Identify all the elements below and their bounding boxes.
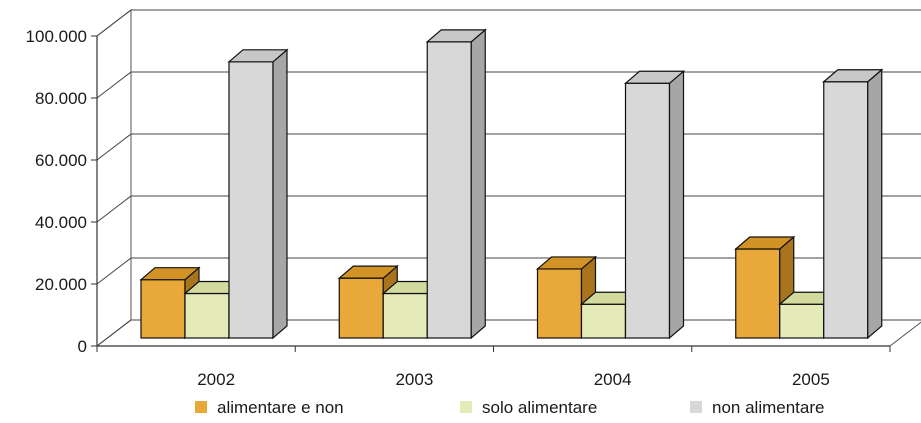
y-tick-label: 0 bbox=[78, 337, 87, 356]
side-gridline bbox=[96, 195, 132, 223]
bar-front bbox=[735, 248, 781, 339]
x-category-label: 2003 bbox=[395, 370, 433, 389]
bar-front bbox=[536, 268, 583, 339]
x-category-label: 2002 bbox=[197, 370, 235, 389]
axes bbox=[91, 35, 891, 352]
bar-front bbox=[382, 292, 428, 339]
side-gridline bbox=[96, 133, 132, 161]
bar-front bbox=[779, 303, 825, 339]
legend-item: alimentare e non bbox=[195, 398, 344, 417]
bar-front bbox=[140, 279, 186, 339]
y-tick-label: 100.000 bbox=[26, 27, 87, 46]
bar-top bbox=[425, 29, 487, 43]
y-tick-label: 60.000 bbox=[35, 151, 87, 170]
legend-label: non alimentare bbox=[712, 398, 824, 417]
bar bbox=[227, 48, 289, 340]
bar-top bbox=[337, 265, 399, 279]
y-tick-label: 80.000 bbox=[35, 89, 87, 108]
side-gridline bbox=[96, 9, 132, 37]
bar-side bbox=[272, 48, 288, 340]
y-tick-label: 40.000 bbox=[35, 213, 87, 232]
bar-top bbox=[227, 49, 289, 63]
bar-front bbox=[228, 61, 274, 339]
legend-item: solo alimentare bbox=[460, 398, 597, 417]
legend-label: alimentare e non bbox=[217, 398, 344, 417]
bar-front bbox=[338, 277, 384, 339]
legend: alimentare e non solo alimentare non alime… bbox=[195, 398, 824, 417]
bar-front bbox=[624, 82, 671, 339]
bar-top bbox=[623, 70, 686, 84]
bar bbox=[822, 68, 884, 340]
x-category-labels: 2002 2003 2004 2005 bbox=[197, 370, 830, 389]
x-category-label: 2004 bbox=[594, 370, 632, 389]
bar-top bbox=[822, 69, 884, 83]
bar-top bbox=[535, 256, 598, 270]
side-wall bbox=[96, 8, 132, 348]
bar bbox=[623, 69, 686, 340]
legend-swatch bbox=[690, 401, 702, 413]
side-gridline bbox=[96, 71, 132, 99]
bar-side bbox=[470, 28, 486, 340]
side-gridline bbox=[96, 257, 132, 285]
legend-swatch bbox=[460, 401, 472, 413]
bar bbox=[425, 28, 487, 340]
legend-item: non alimentare bbox=[690, 398, 824, 417]
bar-front bbox=[184, 292, 230, 339]
bar-top bbox=[734, 236, 796, 250]
bar-top bbox=[139, 267, 201, 281]
y-tick-labels: 0 20.000 40.000 60.000 80.000 100.000 bbox=[26, 27, 87, 356]
bar-front bbox=[426, 41, 472, 339]
bar bbox=[139, 266, 201, 340]
legend-label: solo alimentare bbox=[482, 398, 597, 417]
y-tick-label: 20.000 bbox=[35, 275, 87, 294]
bars bbox=[139, 28, 884, 340]
bar-side bbox=[867, 68, 883, 340]
x-category-label: 2005 bbox=[792, 370, 830, 389]
side-gridline bbox=[96, 319, 132, 347]
bar-side bbox=[668, 69, 685, 340]
bar-front bbox=[823, 81, 869, 339]
bar-front bbox=[580, 303, 627, 339]
legend-swatch bbox=[195, 401, 207, 413]
